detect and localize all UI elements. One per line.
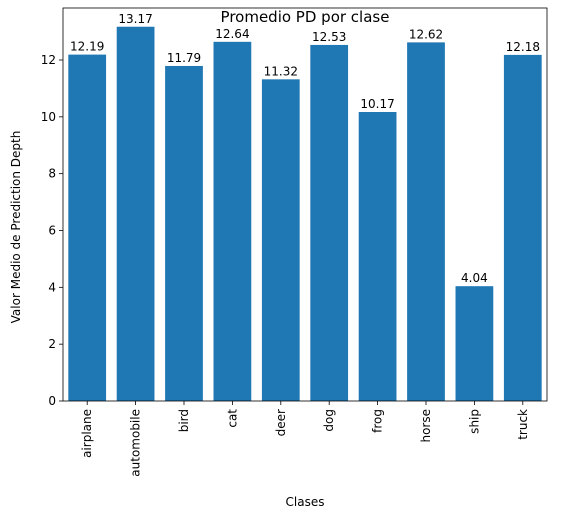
chart-title: Promedio PD por clase <box>221 8 390 26</box>
data-label-frog: 10.17 <box>360 97 394 111</box>
x-tick-label-deer: deer <box>274 409 288 436</box>
x-tick-label-bird: bird <box>177 409 191 432</box>
y-axis-label: Valor Medio de Prediction Depth <box>9 131 23 324</box>
x-tick-label-horse: horse <box>419 409 433 443</box>
data-label-truck: 12.18 <box>506 40 540 54</box>
data-label-bird: 11.79 <box>167 51 201 65</box>
bar-horse <box>407 42 445 401</box>
x-tick-label-airplane: airplane <box>80 409 94 458</box>
data-label-ship: 4.04 <box>461 271 488 285</box>
y-tick-label-4: 4 <box>48 280 56 294</box>
bar-bird <box>165 65 203 401</box>
data-label-deer: 11.32 <box>264 64 298 78</box>
bar-dog <box>310 44 349 401</box>
bar-truck <box>503 54 542 401</box>
x-axis-label: Clases <box>286 495 325 509</box>
bar-cat <box>213 41 252 401</box>
x-tick-label-ship: ship <box>467 409 481 434</box>
y-tick-label-10: 10 <box>41 110 56 124</box>
x-tick-label-automobile: automobile <box>129 409 143 477</box>
plot-area: 12.19 airplane 13.17 automobile 11.79 bird 12.… <box>41 7 548 477</box>
y-tick-label-12: 12 <box>41 53 56 67</box>
bar-deer <box>261 79 300 401</box>
y-tick-label-0: 0 <box>48 394 56 408</box>
plot-frame <box>62 7 548 402</box>
bar-ship <box>455 286 494 401</box>
data-label-airplane: 12.19 <box>70 40 104 54</box>
bar-automobile <box>116 26 155 401</box>
x-tick-label-cat: cat <box>225 409 239 428</box>
data-label-horse: 12.62 <box>409 27 443 41</box>
bar-frog <box>358 112 397 401</box>
data-label-automobile: 13.17 <box>118 12 152 26</box>
y-tick-label-8: 8 <box>48 167 56 181</box>
bar-airplane <box>68 54 107 401</box>
x-tick-label-frog: frog <box>371 409 385 433</box>
data-label-dog: 12.53 <box>312 30 346 44</box>
y-tick-label-6: 6 <box>48 224 56 238</box>
x-tick-label-truck: truck <box>516 409 530 440</box>
data-label-cat: 12.64 <box>215 27 249 41</box>
x-tick-label-dog: dog <box>322 409 336 432</box>
y-tick-label-2: 2 <box>48 337 56 351</box>
